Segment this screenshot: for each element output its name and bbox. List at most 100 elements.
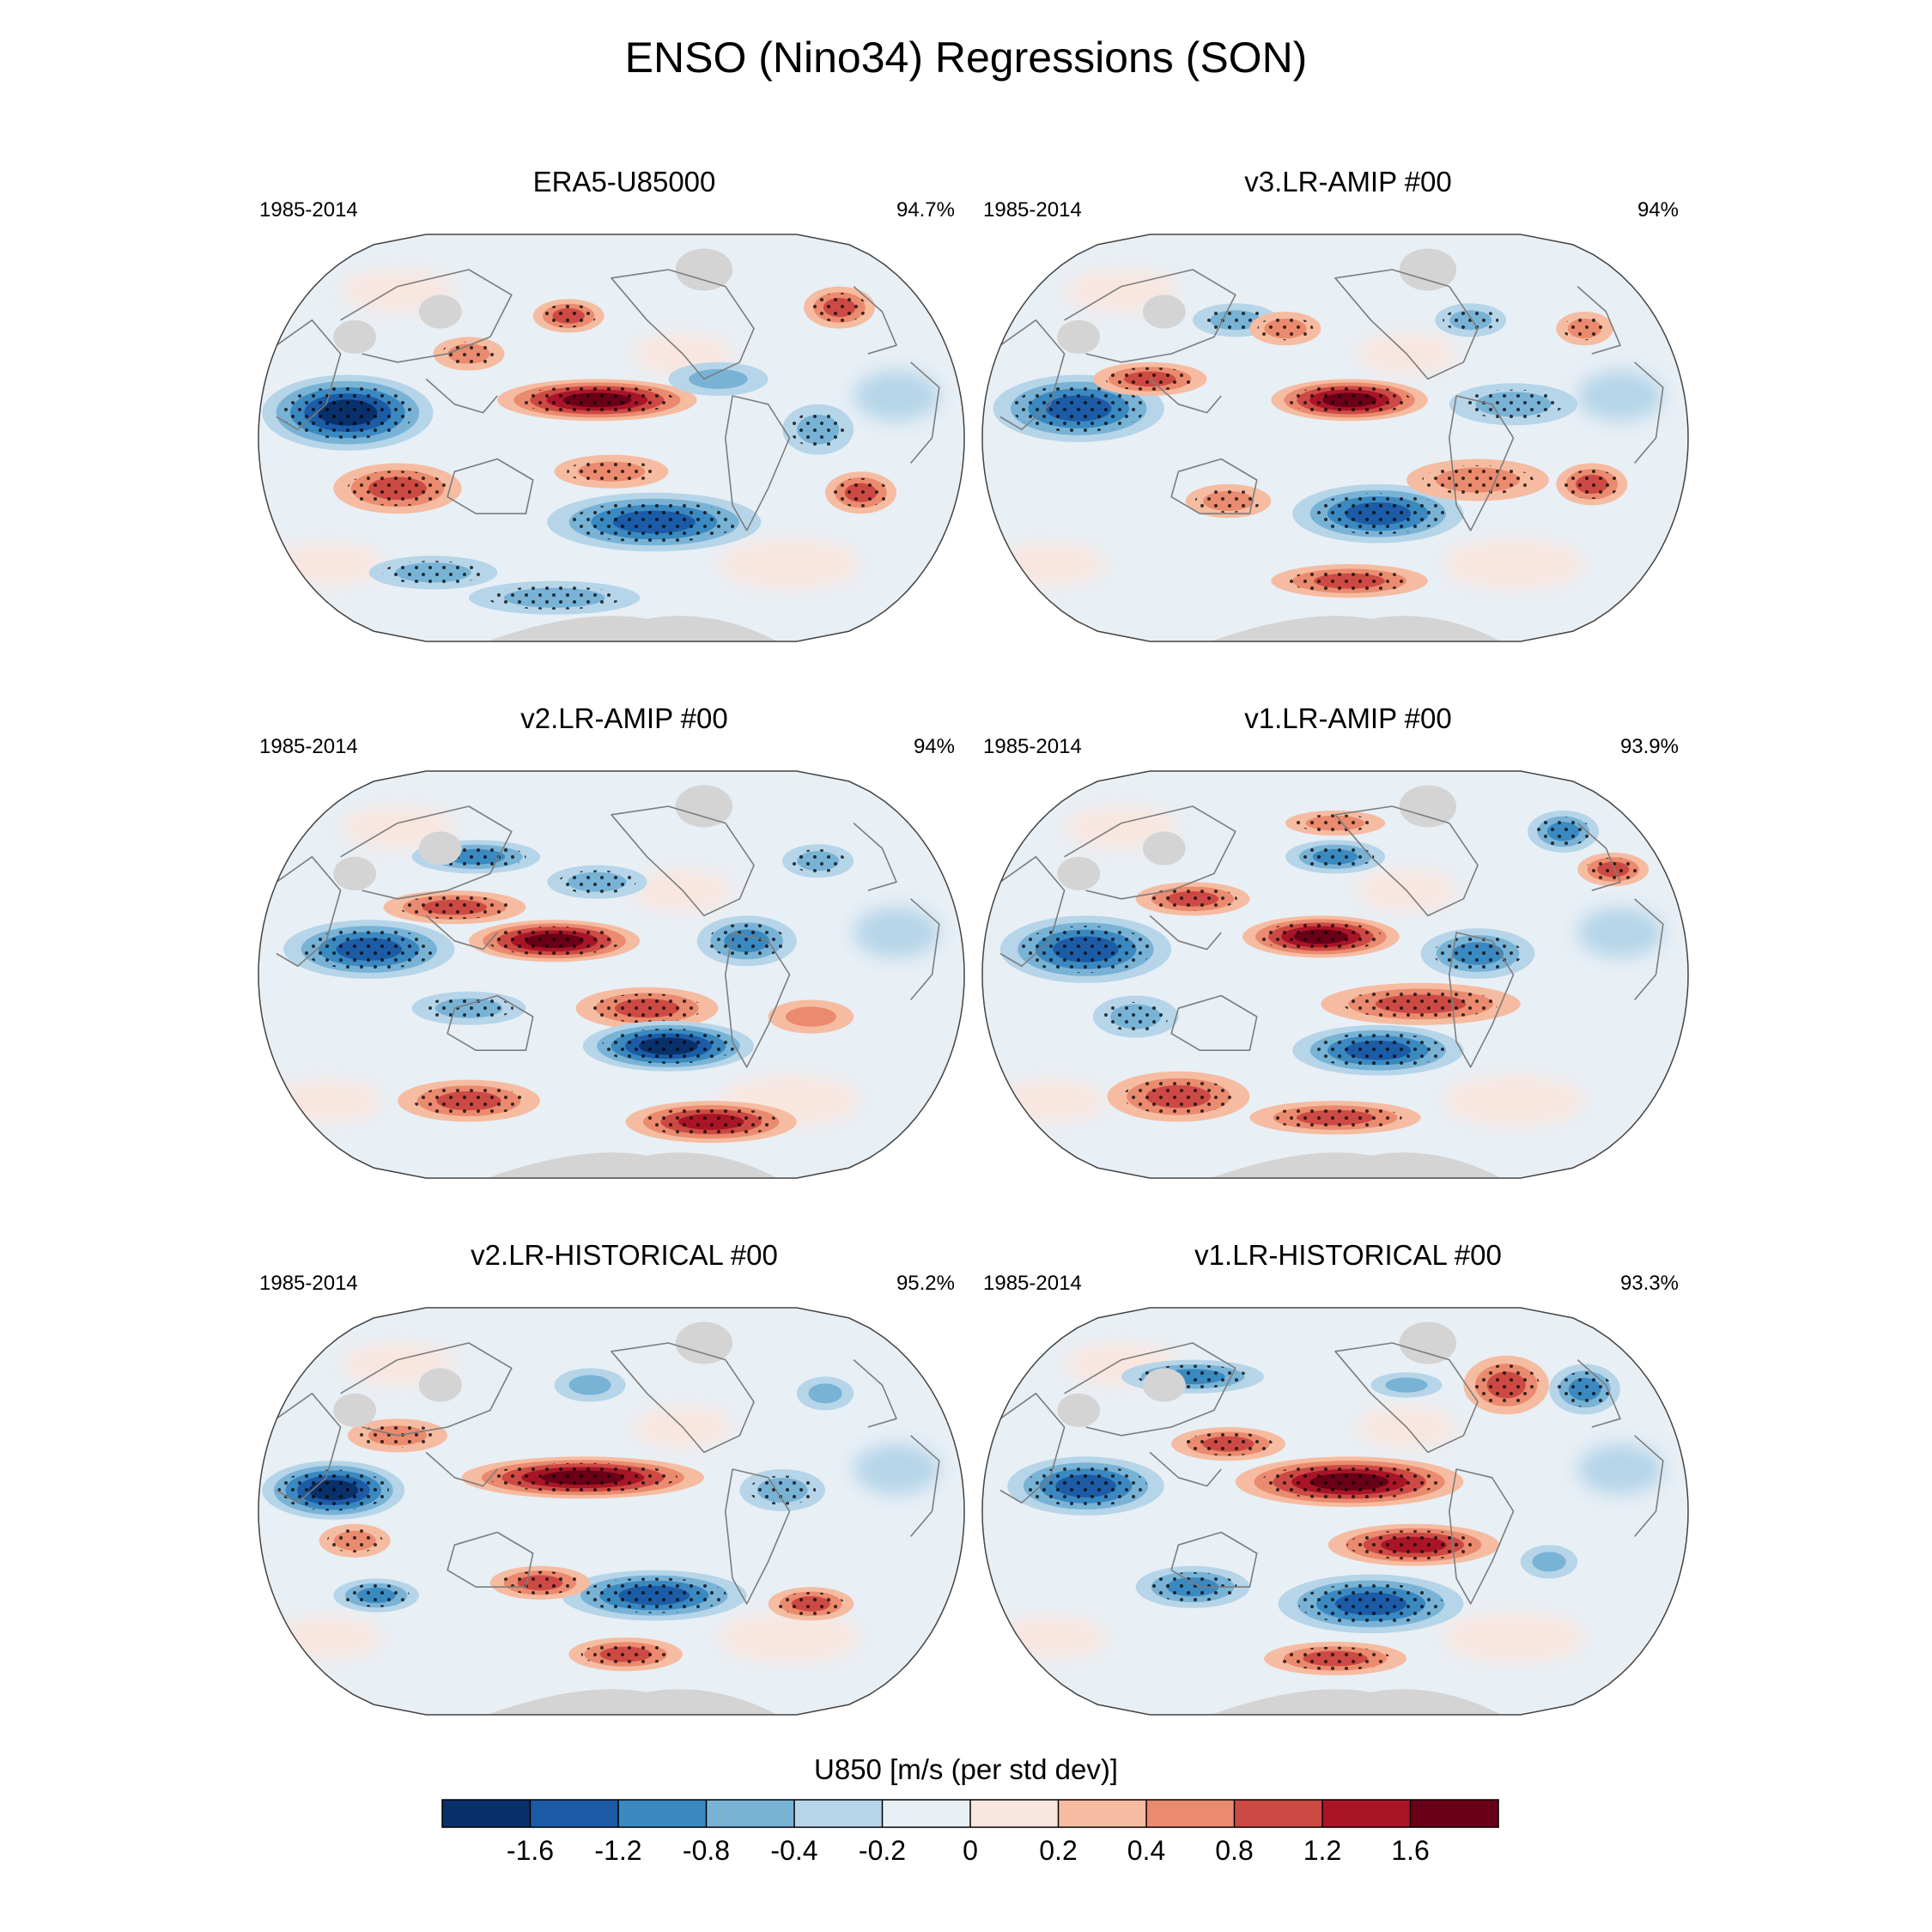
missing-data-patch (1057, 319, 1101, 354)
colorbar-swatch (530, 1800, 618, 1827)
field-patch (854, 907, 939, 958)
significance-stipple (1268, 1105, 1402, 1130)
significance-stipple (1564, 469, 1620, 499)
coastline (1064, 1342, 1236, 1437)
significance-stipple (1535, 817, 1591, 847)
anomaly-blob (668, 361, 769, 396)
significance-stipple (424, 996, 513, 1020)
globe-outline (258, 1307, 965, 1716)
anomaly-blob (1285, 810, 1386, 836)
antarctica-missing (1193, 1689, 1514, 1715)
contour-level (1385, 1377, 1428, 1393)
field-patch (1442, 1075, 1585, 1127)
coastline (1633, 361, 1664, 464)
missing-data-patch (1142, 295, 1186, 329)
anomaly-blob (1327, 1523, 1499, 1566)
anomaly-field (262, 1368, 854, 1672)
significance-stipple (1279, 1646, 1391, 1671)
significance-stipple (1433, 935, 1522, 972)
colorbar-swatch (1322, 1800, 1411, 1827)
colorbar-tick-label: 0 (963, 1835, 978, 1866)
coastline (1633, 898, 1664, 1000)
missing-data-patch (333, 856, 377, 890)
coastlines (999, 1342, 1664, 1605)
colorbar-tick-label: 0.8 (1215, 1835, 1253, 1866)
map-era5 (258, 234, 965, 642)
field-patch (854, 370, 939, 422)
colorbar-swatch (1410, 1800, 1498, 1827)
significance-stipple (519, 385, 675, 415)
antarctica-missing (469, 616, 790, 641)
panel-title: v1.LR-AMIP #00 (1244, 702, 1452, 734)
contour-level (786, 1006, 836, 1027)
significance-stipple (281, 386, 415, 440)
significance-stipple (1260, 921, 1382, 951)
map-v3-amip (981, 234, 1689, 642)
missing-data-patch (1399, 785, 1457, 828)
panel-v1-historical: v1.LR-HISTORICAL #00 1985-2014 93.3% (979, 1239, 1717, 1720)
coastline (1449, 395, 1515, 532)
anomaly-blob (333, 1578, 419, 1613)
anomaly-blob (1135, 1565, 1250, 1608)
coastlines (276, 269, 940, 532)
panel-v2-amip: v2.LR-AMIP #00 1985-2014 94% (255, 702, 993, 1183)
coastline (1170, 1531, 1258, 1588)
antarctica-missing (1193, 616, 1514, 641)
coastline (853, 1359, 897, 1428)
significance-stipple (570, 501, 738, 543)
significance-stipple (1311, 493, 1445, 535)
significance-stipple (790, 849, 847, 873)
coastline (276, 319, 342, 430)
significance-stipple (1183, 1431, 1273, 1456)
anomaly-blob (1321, 982, 1521, 1025)
panel-period: 1985-2014 (259, 1272, 358, 1295)
coastline (340, 805, 513, 900)
significance-stipple (347, 471, 448, 507)
map-v1-amip (981, 770, 1689, 1179)
field-patch (1577, 907, 1663, 958)
significance-stipple (1443, 308, 1499, 332)
significance-stipple (1194, 489, 1262, 513)
significance-stipple (1422, 465, 1534, 495)
panel-v1-amip: v1.LR-AMIP #00 1985-2014 93.9% (979, 702, 1717, 1183)
significance-stipple (501, 1571, 580, 1595)
anomaly-field (262, 286, 896, 615)
field-patch (718, 538, 861, 590)
coastline (425, 914, 498, 951)
coastline (1449, 932, 1515, 1068)
anomaly-blob (1185, 483, 1272, 519)
significance-stipple (1343, 989, 1499, 1019)
significance-stipple (601, 1028, 736, 1064)
anomaly-blob (1092, 995, 1179, 1038)
anomaly-blob (1420, 928, 1535, 979)
anomaly-blob (568, 1637, 683, 1672)
coastline (909, 1435, 940, 1537)
anomaly-blob (383, 890, 526, 925)
colorbar-tick-label: -0.4 (770, 1835, 817, 1866)
missing-data-patch (1142, 1368, 1186, 1402)
coastline (999, 1393, 1066, 1504)
significance-stipple (1105, 367, 1194, 392)
coastline (276, 856, 342, 967)
coastline (1064, 805, 1236, 900)
significance-stipple (1012, 385, 1145, 433)
significance-stipple (833, 477, 889, 507)
globe-outline (258, 770, 965, 1179)
missing-data-patch (418, 831, 462, 866)
anomaly-blob (1264, 1641, 1406, 1676)
colorbar-tick-label: 1.6 (1391, 1835, 1429, 1866)
significance-stipple (440, 342, 497, 366)
panel-v2-historical: v2.LR-HISTORICAL #00 1985-2014 95.2% (255, 1239, 993, 1720)
significance-stipple (1257, 316, 1314, 341)
anomaly-blob (1556, 463, 1628, 506)
panel-percent: 94.7% (896, 198, 955, 222)
coastline (1149, 378, 1222, 414)
colorbar-swatch (442, 1800, 531, 1827)
colorbar-swatch (1234, 1800, 1322, 1827)
anomaly-blob (398, 1079, 540, 1122)
anomaly-blob (262, 374, 434, 451)
coastline (853, 823, 897, 891)
panel-percent: 93.3% (1619, 1272, 1679, 1295)
anomaly-blob (575, 987, 719, 1030)
anomaly-blob (1092, 361, 1207, 396)
